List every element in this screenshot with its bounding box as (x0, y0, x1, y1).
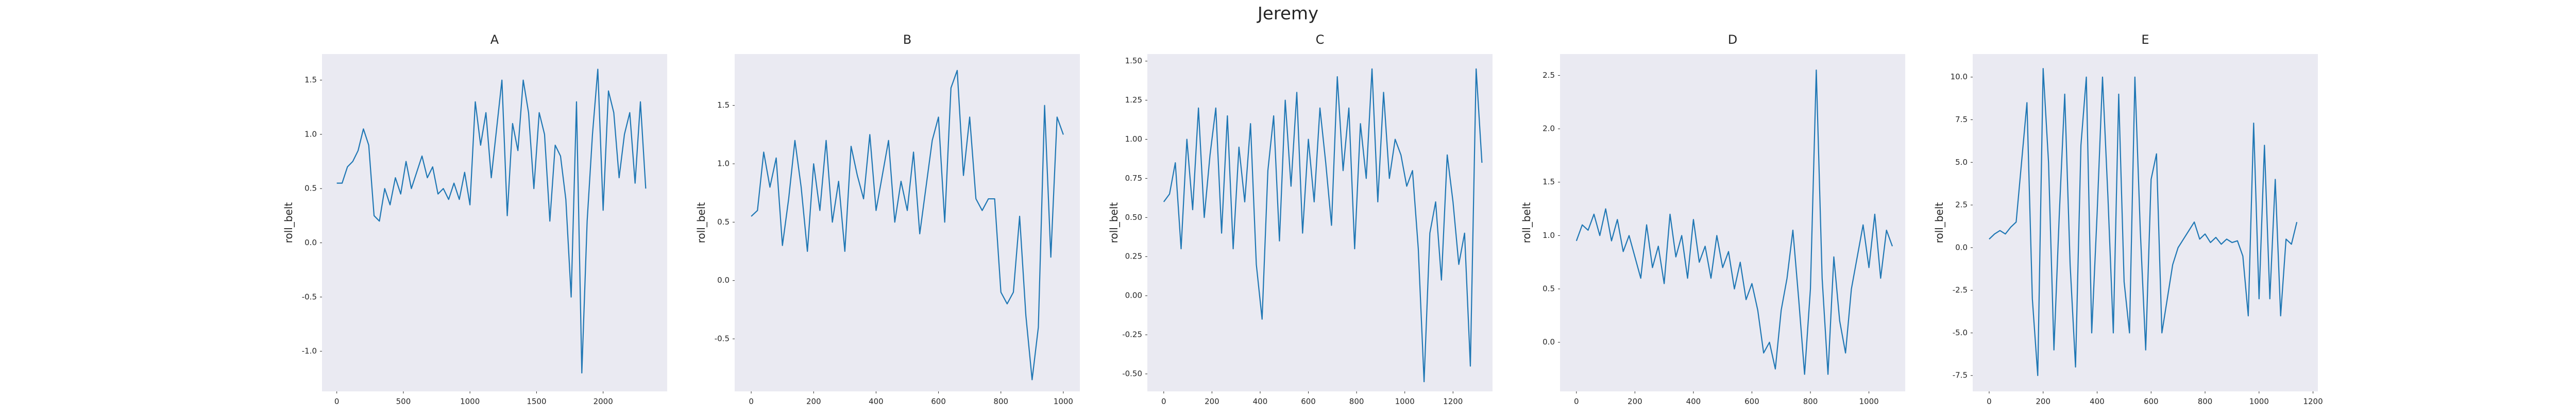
x-tick-label: 0 (1987, 397, 1992, 406)
y-tick-label: 2.5 (1955, 200, 1968, 210)
x-tick-label: 200 (2036, 397, 2050, 406)
y-tick-label: 0.75 (1125, 174, 1142, 183)
x-tick-label: 200 (806, 397, 821, 406)
y-tick-label: 0.25 (1125, 252, 1142, 261)
plot-background (322, 54, 667, 391)
subplot-title: A (490, 32, 499, 47)
x-tick-label: 800 (1349, 397, 1364, 406)
y-tick-label: -1.0 (302, 347, 317, 356)
y-tick-label: 0.00 (1125, 291, 1142, 300)
x-tick-label: 1000 (2249, 397, 2269, 406)
y-tick-label: 1.00 (1125, 134, 1142, 144)
y-tick-label: -7.5 (1953, 371, 1968, 380)
y-axis-label: roll_belt (1108, 202, 1120, 244)
data-line (336, 68, 647, 374)
x-tick-label: 600 (2144, 397, 2159, 406)
subplot-title: E (2141, 32, 2149, 47)
y-tick-label: 1.0 (717, 159, 730, 168)
y-tick-label: 0.5 (717, 217, 730, 227)
plot-background (1147, 54, 1493, 391)
x-tick-label: 400 (2090, 397, 2105, 406)
y-tick-label: 2.0 (1543, 124, 1555, 133)
x-tick-label: 400 (1253, 397, 1268, 406)
x-tick-label: 0 (749, 397, 754, 406)
y-axis-label: roll_belt (282, 202, 295, 244)
y-tick-label: 0.5 (1543, 284, 1555, 294)
y-tick-label: 10.0 (1951, 72, 1968, 81)
x-tick-label: 800 (993, 397, 1008, 406)
x-tick-label: 200 (1205, 397, 1219, 406)
x-tick-label: 200 (1628, 397, 1642, 406)
subplot-title: B (903, 32, 911, 47)
y-tick-label: -2.5 (1953, 285, 1968, 295)
x-tick-label: 800 (1803, 397, 1818, 406)
y-tick-label: 0.0 (717, 276, 730, 285)
plot-background (1560, 54, 1905, 391)
x-tick-label: 1000 (1395, 397, 1415, 406)
data-line (1989, 68, 2298, 376)
x-tick-label: 600 (1301, 397, 1316, 406)
x-tick-label: 400 (869, 397, 884, 406)
y-axis-label: roll_belt (695, 202, 707, 244)
data-line (1575, 69, 1893, 375)
x-tick-label: 800 (2198, 397, 2213, 406)
y-tick-label: 1.50 (1125, 56, 1142, 65)
y-axis-label: roll_belt (1520, 202, 1533, 244)
x-tick-label: 600 (931, 397, 946, 406)
x-tick-label: 1000 (1859, 397, 1878, 406)
x-tick-label: 2000 (594, 397, 613, 406)
x-tick-label: 1200 (2303, 397, 2323, 406)
x-tick-label: 500 (396, 397, 411, 406)
x-tick-label: 600 (1744, 397, 1759, 406)
x-tick-label: 0 (1574, 397, 1579, 406)
y-tick-label: 1.0 (1543, 231, 1555, 240)
figure-title: Jeremy (1257, 4, 1318, 24)
y-tick-label: 5.0 (1955, 158, 1968, 167)
plot-background (735, 54, 1080, 391)
x-tick-label: 1000 (460, 397, 480, 406)
data-line (751, 70, 1064, 381)
x-tick-label: 1000 (1054, 397, 1073, 406)
subplot-title: D (1728, 32, 1737, 47)
y-tick-label: 0.5 (304, 184, 317, 193)
x-tick-label: 400 (1686, 397, 1701, 406)
y-tick-label: 7.5 (1955, 115, 1968, 124)
y-axis-label: roll_belt (1933, 202, 1945, 244)
y-tick-label: -5.0 (1953, 328, 1968, 337)
y-tick-label: -0.25 (1122, 330, 1142, 339)
x-tick-label: 1200 (1443, 397, 1463, 406)
x-tick-label: 0 (334, 397, 340, 406)
y-tick-label: 1.0 (304, 129, 317, 139)
data-line (1163, 68, 1483, 383)
x-tick-label: 1500 (527, 397, 546, 406)
y-tick-label: 0.0 (1955, 243, 1968, 252)
y-tick-label: 0.0 (1543, 337, 1555, 347)
y-tick-label: 0.0 (304, 238, 317, 247)
y-tick-label: 0.50 (1125, 213, 1142, 222)
y-tick-label: 1.5 (304, 75, 317, 84)
subplot-title: C (1316, 32, 1325, 47)
y-tick-label: 1.5 (717, 100, 730, 110)
y-tick-label: -0.50 (1122, 369, 1142, 378)
x-tick-label: 0 (1161, 397, 1166, 406)
y-tick-label: -0.5 (715, 334, 730, 344)
y-tick-label: 2.5 (1543, 71, 1555, 80)
y-tick-label: 1.5 (1543, 177, 1555, 186)
y-tick-label: -0.5 (302, 292, 317, 301)
y-tick-label: 1.25 (1125, 95, 1142, 105)
